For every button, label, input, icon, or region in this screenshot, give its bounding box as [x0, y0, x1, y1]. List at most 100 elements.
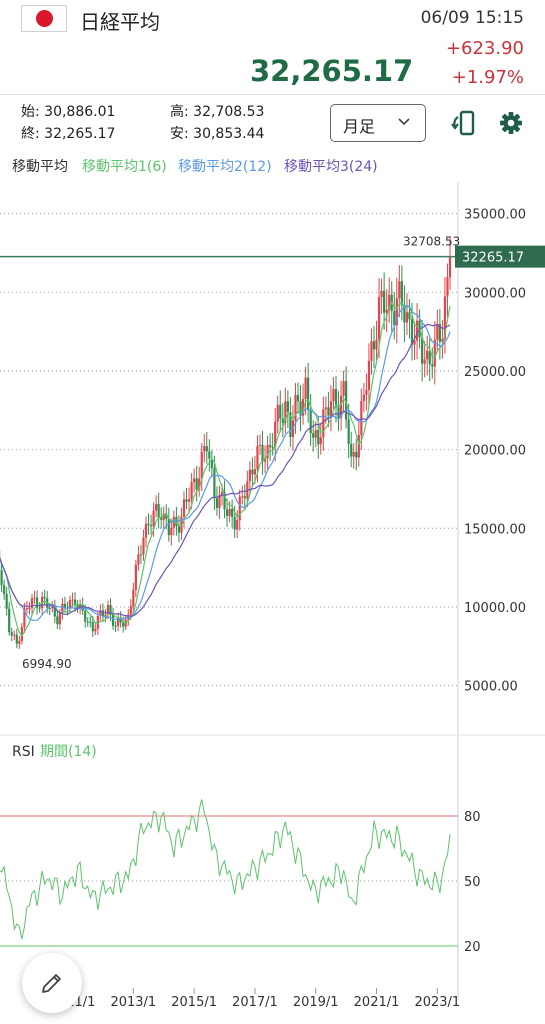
candle-body: [43, 596, 46, 599]
candle-body: [53, 606, 56, 617]
candle-body: [117, 617, 120, 626]
rsi-level-label: 50: [464, 875, 481, 890]
candle-body: [238, 496, 241, 521]
rsi-level-label: 80: [464, 810, 481, 825]
ma2-line: [0, 304, 451, 621]
index-title: 日経平均: [80, 10, 160, 34]
candle-body: [56, 616, 59, 625]
price-chart: 移動平均 移動平均1(6) 移動平均2(12) 移動平均3(24) 35000.…: [0, 159, 545, 1010]
candle-body: [96, 615, 99, 629]
candle-body: [258, 444, 262, 447]
candle-body: [334, 388, 338, 408]
candle-body: [81, 604, 84, 611]
candle-body: [395, 298, 398, 326]
candle-body: [20, 627, 23, 642]
y-tick-label: 20000.00: [464, 444, 526, 459]
candle-body: [114, 625, 117, 627]
rotate-screen-icon[interactable]: [449, 107, 479, 139]
high-annotation: 32708.53: [403, 235, 460, 249]
candle-body: [165, 513, 168, 519]
candle-body: [177, 525, 181, 533]
candle-body: [61, 603, 64, 614]
y-tick-label: 30000.00: [464, 286, 526, 301]
last-update-time: 06/09 15:15: [420, 8, 524, 28]
x-tick-label: 2019/1: [293, 995, 339, 1010]
candle-body: [408, 312, 411, 320]
candle-body: [398, 281, 401, 299]
x-tick-label: 2013/1: [110, 995, 156, 1010]
low-value: 30,853.44: [193, 126, 265, 142]
rsi-line: [0, 799, 451, 940]
candle-body: [377, 297, 381, 340]
candle-body: [357, 434, 360, 458]
candle-body: [167, 518, 170, 536]
candle-body: [79, 604, 82, 608]
candle-body: [367, 360, 371, 390]
price-change-percent: +1.97%: [451, 67, 524, 88]
y-tick-label: 15000.00: [464, 522, 526, 537]
current-price: 32,265.17: [250, 54, 414, 88]
candle-body: [312, 433, 315, 438]
rsi-period-label: 期間(14): [40, 744, 97, 760]
candle-body: [25, 608, 29, 610]
low-row: 安: 30,853.44: [170, 123, 264, 143]
candle-body: [372, 341, 376, 350]
candle-body: [185, 499, 188, 502]
x-tick-label: 2023/1: [414, 995, 460, 1010]
candle-body: [415, 320, 419, 341]
candle-body: [337, 407, 340, 419]
candle-body: [347, 419, 350, 444]
high-value: 32,708.53: [193, 104, 265, 120]
candle-body: [327, 407, 330, 416]
candle-body: [160, 517, 163, 520]
candle-body: [274, 421, 277, 448]
candle-body: [193, 478, 196, 483]
candle-body: [122, 622, 125, 627]
candle-body: [271, 447, 274, 449]
candle-body: [28, 608, 31, 610]
candle-body: [324, 407, 327, 410]
candle-body: [127, 614, 130, 620]
rsi-level-label: 20: [464, 940, 481, 955]
draw-button[interactable]: [22, 953, 82, 1013]
candle-body: [332, 388, 335, 402]
candle-body: [443, 296, 447, 339]
legend-ma1: 移動平均1(6): [82, 159, 167, 175]
candle-body: [345, 381, 348, 420]
ma1-line: [0, 301, 451, 637]
candle-body: [142, 537, 145, 555]
candle-body: [355, 451, 358, 458]
candle-body: [132, 589, 135, 607]
candle-body: [225, 509, 229, 516]
period-dropdown[interactable]: 月足: [330, 104, 426, 142]
candle-body: [276, 404, 279, 422]
candle-body: [99, 610, 102, 616]
candle-body: [393, 310, 396, 326]
candle-body: [30, 598, 34, 609]
candle-body: [286, 401, 289, 413]
candle-body: [421, 337, 424, 364]
candle-body: [134, 564, 137, 590]
candle-body: [446, 277, 449, 297]
gear-icon[interactable]: [496, 107, 526, 139]
candle-body: [205, 446, 208, 452]
last-price-badge: [455, 245, 545, 268]
candle-body: [213, 468, 216, 499]
candle-body: [269, 444, 272, 448]
candle-body: [370, 341, 373, 361]
candle-body: [431, 364, 434, 367]
candle-body: [155, 504, 158, 511]
candle-body: [147, 523, 150, 526]
candle-body: [383, 290, 386, 313]
candle-body: [248, 469, 251, 482]
candle-body: [51, 606, 54, 609]
legend-ma-label: 移動平均: [12, 159, 68, 175]
last-price-label: 32265.17: [462, 251, 524, 266]
high-label: 高:: [170, 104, 189, 120]
candle-body: [304, 377, 307, 399]
candle-body: [428, 350, 431, 365]
japan-flag-icon: [21, 5, 67, 32]
candle-body: [413, 340, 416, 345]
candle-body: [339, 395, 343, 419]
candle-body: [187, 499, 191, 502]
